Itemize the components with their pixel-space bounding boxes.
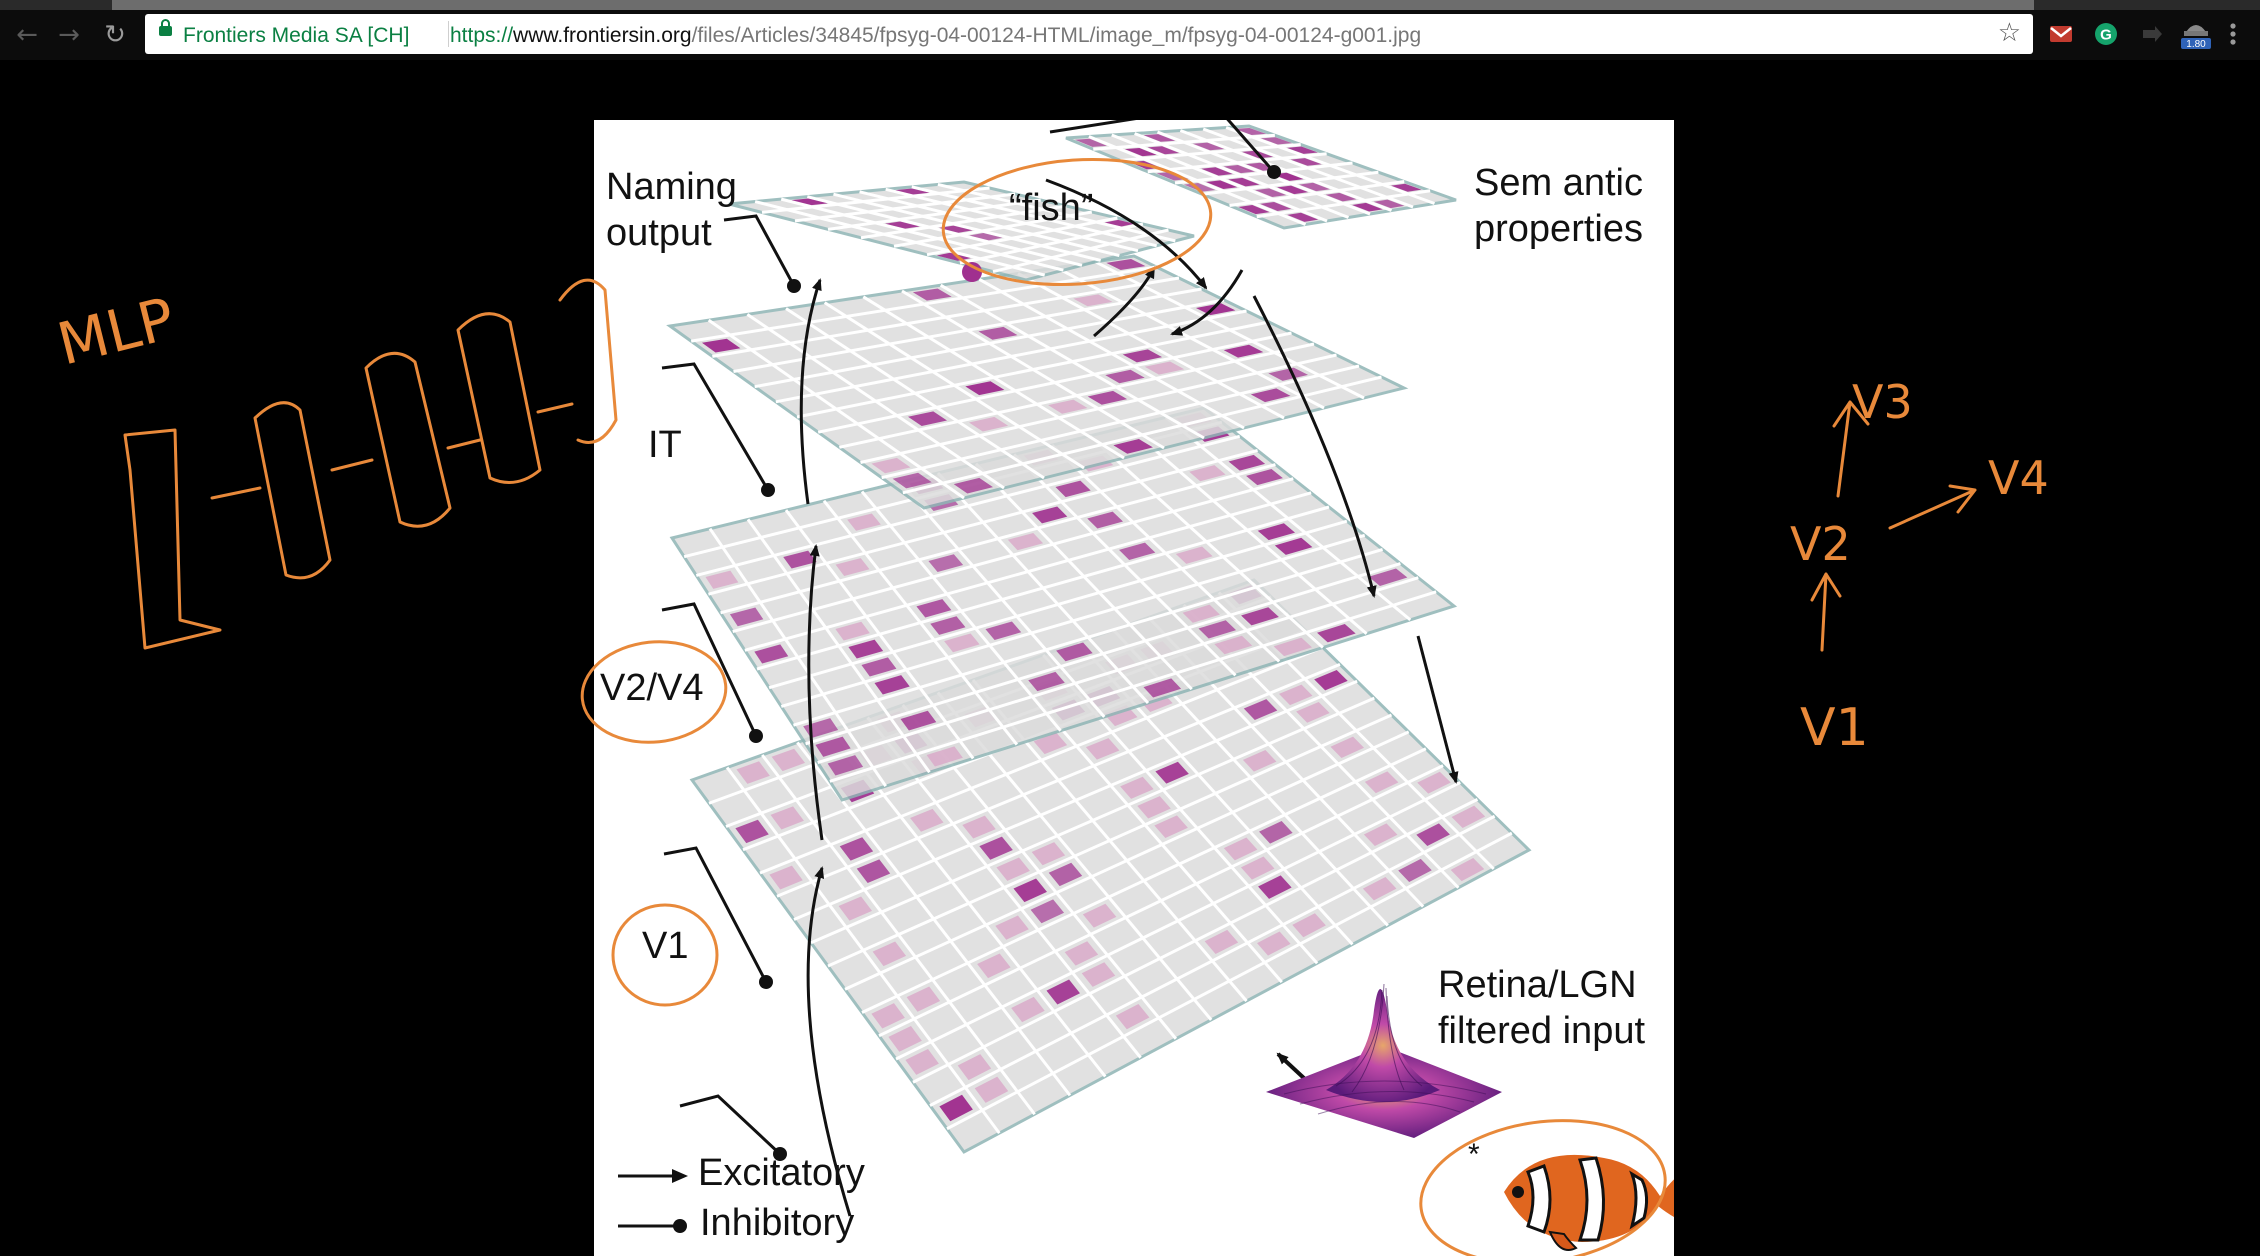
extension-badge: 1.80 [2186, 39, 2206, 50]
v2-to-v4-arrow [1888, 484, 1977, 530]
inhibitory-connection-5 [723, 214, 796, 287]
retina-lgn-label-line1: Retina/LGN [1438, 964, 1637, 1006]
inhibitory-node-4 [761, 483, 775, 497]
layer-planes [666, 124, 1532, 1154]
browser-toolbar: ← → ↻ Frontiers Media SA [CH] https://ww… [0, 10, 2260, 60]
inhibitory-node-5 [787, 279, 801, 293]
address-bar[interactable]: Frontiers Media SA [CH] https://www.fron… [145, 14, 2033, 54]
semantic-properties-label-line1: Sem antic [1474, 162, 1643, 204]
asterisk-mark: * [1468, 1138, 1480, 1171]
site-identity[interactable]: Frontiers Media SA [CH] [183, 24, 410, 47]
excitatory-connection-5 [1170, 269, 1244, 336]
fish-unit [962, 262, 982, 282]
retina-input-arrow [1276, 1052, 1308, 1082]
fish-label: “fish” [1009, 187, 1094, 229]
back-arrow-icon[interactable]: ← [16, 20, 38, 50]
mlp-link-2 [330, 458, 374, 472]
inhibitory-node-2 [759, 975, 773, 989]
excitatory-arrowhead-icon [672, 1169, 688, 1183]
inhibitory-connection-1 [679, 1094, 782, 1156]
retina-lgn-label: Retina/LGN filtered input [1438, 962, 1645, 1055]
address-divider [448, 21, 449, 47]
mlp-link-4 [536, 402, 574, 414]
v2-to-v3-arrow [1832, 400, 1870, 498]
v2v4-label: V2/V4 [600, 667, 704, 709]
reload-icon[interactable]: ↻ [104, 20, 126, 50]
naming-output-label-line1: Naming [606, 166, 737, 208]
gaussian-peak [1326, 989, 1440, 1102]
page-load-progress-fill [112, 0, 2034, 10]
inhibitory-connection-2 [663, 846, 768, 983]
url-path: /files/Articles/34845/fpsyg-04-00124-HTM… [691, 24, 1422, 47]
inhibitory-connection-6 [1049, 120, 1276, 173]
excitatory-connection-1 [806, 866, 852, 1217]
connection-lines [661, 120, 1459, 1217]
naming-output-label: Naming output [606, 164, 737, 257]
v1-annotation: V1 [1800, 698, 1869, 758]
mlp-box-3 [364, 351, 452, 528]
inhibitory-connection-4 [661, 362, 770, 491]
url-text[interactable]: https://www.frontiersin.org/files/Articl… [450, 24, 1421, 48]
extension-icon[interactable]: 1.80 [2178, 16, 2214, 50]
grammarly-icon[interactable]: G [2092, 20, 2120, 48]
excitatory-connection-3 [799, 278, 822, 505]
mlp-box-4 [456, 312, 542, 484]
figure-drawing [661, 120, 1532, 1217]
url-host: www.frontiersin.org [513, 24, 692, 47]
retina-lgn-label-line2: filtered input [1438, 1010, 1646, 1053]
mlp-annotation: MLP [51, 284, 181, 378]
inhibitory-connection-3 [661, 602, 758, 737]
inhibitory-node-1 [773, 1147, 787, 1161]
excitatory-connection-7 [1252, 295, 1377, 598]
figure-image: Naming output “fish” Sem antic propertie… [594, 120, 1674, 1256]
svg-text:G: G [2100, 27, 2112, 44]
v4-annotation: V4 [1988, 451, 2049, 505]
mlp-box-2 [253, 401, 332, 580]
inhibitory-node-3 [749, 729, 763, 743]
mlp-link-1 [210, 486, 262, 500]
legend-inhibitory: Inhibitory [700, 1202, 855, 1244]
forward-arrow-icon[interactable]: → [58, 20, 80, 50]
mlp-box-1 [123, 428, 222, 650]
share-icon[interactable] [2138, 20, 2166, 48]
semantic-properties-label: Sem antic properties [1474, 160, 1643, 253]
inhibitory-node-6 [1267, 165, 1281, 179]
v3-annotation: V3 [1852, 375, 1913, 429]
v2v4-plane [669, 406, 1458, 802]
inhibitory-dot-icon [673, 1219, 687, 1233]
page-load-progress [0, 0, 2260, 10]
clownfish-image: * [1468, 1138, 1674, 1251]
excitatory-connection-2 [807, 544, 824, 841]
naming-output-label-line2: output [606, 212, 712, 255]
legend-excitatory: Excitatory [698, 1152, 865, 1194]
mlp-link-3 [446, 438, 482, 450]
retina-gaussian-surface [1266, 983, 1502, 1138]
semantic-plane [1065, 124, 1457, 230]
lock-icon[interactable] [159, 19, 172, 36]
v1-label: V1 [642, 925, 689, 967]
url-scheme: https:// [450, 24, 514, 47]
it-label: IT [648, 424, 682, 466]
menu-icon[interactable] [2226, 20, 2240, 48]
gmail-icon[interactable] [2047, 20, 2075, 48]
legend-arrows [618, 1169, 688, 1233]
semantic-properties-label-line2: properties [1474, 208, 1643, 251]
it-plane [666, 254, 1409, 510]
v1-to-v2-arrow [1810, 572, 1842, 652]
excitatory-connection-8 [1416, 635, 1459, 784]
v2-annotation: V2 [1790, 517, 1851, 571]
bookmark-star-icon[interactable]: ☆ [1997, 18, 2021, 48]
